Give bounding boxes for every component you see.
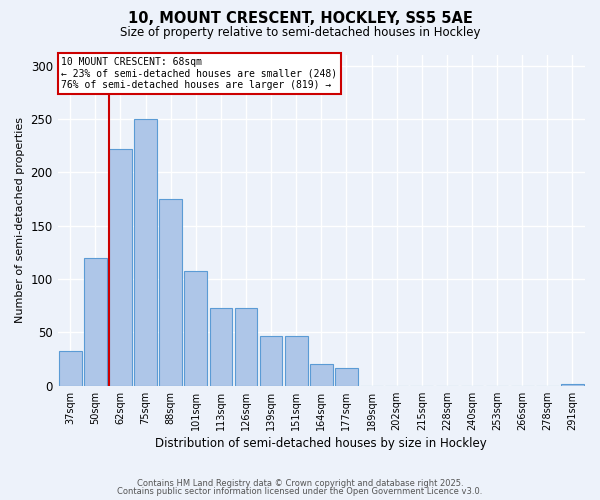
Bar xyxy=(235,308,257,386)
Text: Contains public sector information licensed under the Open Government Licence v3: Contains public sector information licen… xyxy=(118,488,482,496)
Bar xyxy=(561,384,584,386)
Bar xyxy=(84,258,107,386)
Bar xyxy=(134,119,157,386)
Bar xyxy=(59,350,82,386)
Bar xyxy=(260,336,283,386)
Text: 10 MOUNT CRESCENT: 68sqm
← 23% of semi-detached houses are smaller (248)
76% of : 10 MOUNT CRESCENT: 68sqm ← 23% of semi-d… xyxy=(61,57,338,90)
X-axis label: Distribution of semi-detached houses by size in Hockley: Distribution of semi-detached houses by … xyxy=(155,437,487,450)
Y-axis label: Number of semi-detached properties: Number of semi-detached properties xyxy=(15,118,25,324)
Bar xyxy=(160,199,182,386)
Bar xyxy=(335,368,358,386)
Bar xyxy=(285,336,308,386)
Text: 10, MOUNT CRESCENT, HOCKLEY, SS5 5AE: 10, MOUNT CRESCENT, HOCKLEY, SS5 5AE xyxy=(128,11,472,26)
Bar xyxy=(310,364,332,386)
Bar xyxy=(184,270,207,386)
Bar xyxy=(109,149,132,386)
Bar xyxy=(209,308,232,386)
Text: Size of property relative to semi-detached houses in Hockley: Size of property relative to semi-detach… xyxy=(120,26,480,39)
Text: Contains HM Land Registry data © Crown copyright and database right 2025.: Contains HM Land Registry data © Crown c… xyxy=(137,478,463,488)
